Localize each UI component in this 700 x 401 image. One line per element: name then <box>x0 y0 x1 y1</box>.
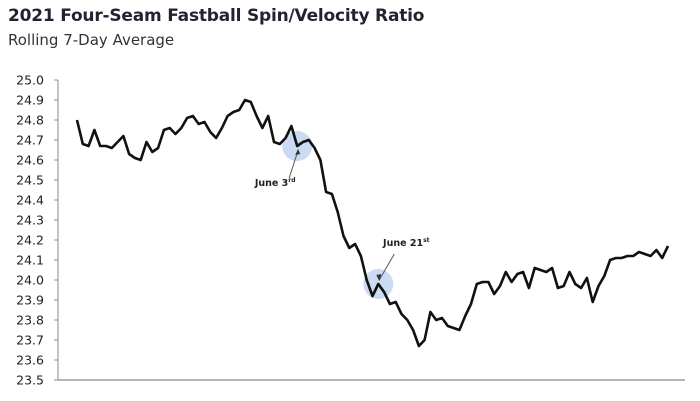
y-tick-label: 24.3 <box>16 213 44 228</box>
y-tick-label: 24.5 <box>16 173 44 188</box>
annotation-text: June 21 <box>382 238 423 249</box>
y-tick-label: 24.1 <box>16 253 44 268</box>
annotation-suffix: rd <box>288 177 295 184</box>
annotation-label: June 3rd <box>254 177 296 189</box>
y-tick-label: 23.7 <box>16 333 44 348</box>
chart-subtitle: Rolling 7-Day Average <box>8 31 175 49</box>
y-tick-label: 24.2 <box>16 233 44 248</box>
annotation-arrowhead <box>376 274 382 281</box>
y-tick-label: 24.4 <box>16 193 44 208</box>
y-tick-label: 23.5 <box>16 373 44 388</box>
annotation-suffix: st <box>423 237 430 244</box>
y-tick-label: 24.8 <box>16 113 44 128</box>
y-tick-label: 23.9 <box>16 293 44 308</box>
chart-title: 2021 Four-Seam Fastball Spin/Velocity Ra… <box>8 6 425 26</box>
annotation-label: June 21st <box>382 237 430 249</box>
y-tick-label: 24.9 <box>16 93 44 108</box>
y-tick-label: 23.8 <box>16 313 44 328</box>
y-tick-label: 24.7 <box>16 133 44 148</box>
y-tick-label: 24.0 <box>16 273 44 288</box>
annotation-arrowhead <box>295 149 301 155</box>
y-tick-label: 24.6 <box>16 153 44 168</box>
series-line <box>75 98 670 348</box>
annotation-arrow <box>378 253 395 281</box>
y-tick-label: 23.6 <box>16 353 44 368</box>
annotation-text: June 3 <box>254 178 288 189</box>
y-tick-label: 25.0 <box>16 73 44 88</box>
